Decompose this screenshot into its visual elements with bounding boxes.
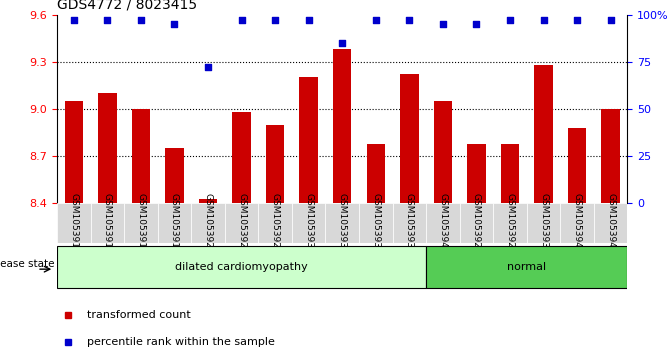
Text: GSM1053941: GSM1053941 [438, 193, 448, 254]
Text: GSM1053939: GSM1053939 [539, 193, 548, 254]
Bar [292, 203, 325, 243]
Point [538, 17, 549, 23]
Bar [493, 203, 527, 243]
Point [337, 40, 348, 46]
Text: GSM1053942: GSM1053942 [606, 193, 615, 253]
Point [505, 17, 515, 23]
Point [203, 65, 213, 70]
Point [471, 21, 482, 27]
Text: GSM1053933: GSM1053933 [304, 193, 313, 254]
Text: normal: normal [507, 262, 546, 272]
Bar [266, 125, 285, 203]
Bar [527, 203, 560, 243]
Text: GSM1053919: GSM1053919 [170, 193, 179, 254]
Text: dilated cardiomyopathy: dilated cardiomyopathy [175, 262, 308, 272]
Bar [57, 245, 426, 288]
Point [270, 17, 280, 23]
Bar [333, 49, 352, 203]
Bar [594, 203, 627, 243]
Bar [560, 203, 594, 243]
Bar [366, 143, 385, 203]
Bar [225, 203, 258, 243]
Bar [299, 77, 318, 203]
Text: transformed count: transformed count [80, 310, 191, 320]
Bar [601, 109, 620, 203]
Text: GSM1053935: GSM1053935 [338, 193, 347, 254]
Point [68, 17, 79, 23]
Bar [568, 128, 586, 203]
Text: GSM1053917: GSM1053917 [103, 193, 112, 254]
Point [169, 21, 180, 27]
Bar [501, 143, 519, 203]
Text: GDS4772 / 8023415: GDS4772 / 8023415 [57, 0, 197, 12]
Text: GSM1053918: GSM1053918 [136, 193, 146, 254]
Bar [534, 65, 553, 203]
Bar [460, 203, 493, 243]
Bar [191, 203, 225, 243]
Bar [124, 203, 158, 243]
Text: GSM1053924: GSM1053924 [203, 193, 213, 253]
Bar [258, 203, 292, 243]
Point [136, 17, 146, 23]
Point [404, 17, 415, 23]
Point [437, 21, 448, 27]
Text: GSM1053926: GSM1053926 [270, 193, 280, 254]
Bar [232, 112, 251, 203]
Text: GSM1053925: GSM1053925 [237, 193, 246, 254]
Text: GSM1053929: GSM1053929 [505, 193, 515, 254]
Bar [199, 199, 217, 203]
Point [236, 17, 247, 23]
Text: GSM1053922: GSM1053922 [472, 193, 481, 253]
Bar [64, 101, 83, 203]
Point [102, 17, 113, 23]
Bar [325, 203, 359, 243]
Text: GSM1053940: GSM1053940 [572, 193, 582, 254]
Bar [165, 148, 184, 203]
Bar [393, 203, 426, 243]
Bar [132, 109, 150, 203]
Point [303, 17, 314, 23]
Text: GSM1053938: GSM1053938 [405, 193, 414, 254]
Bar [98, 93, 117, 203]
Text: GSM1053915: GSM1053915 [69, 193, 79, 254]
Bar [91, 203, 124, 243]
Text: disease state: disease state [0, 260, 55, 269]
Point [572, 17, 582, 23]
Text: GSM1053937: GSM1053937 [371, 193, 380, 254]
Bar [359, 203, 393, 243]
Bar [426, 245, 627, 288]
Bar [57, 203, 91, 243]
Point [370, 17, 381, 23]
Bar [467, 143, 486, 203]
Bar [433, 101, 452, 203]
Bar [426, 203, 460, 243]
Bar [400, 74, 419, 203]
Text: percentile rank within the sample: percentile rank within the sample [80, 337, 274, 347]
Bar [158, 203, 191, 243]
Point [605, 17, 616, 23]
